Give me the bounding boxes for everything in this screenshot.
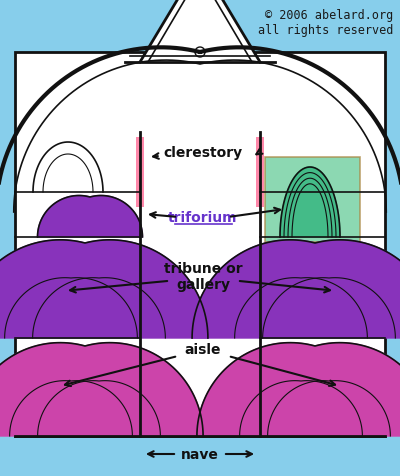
Polygon shape — [140, 0, 260, 63]
Bar — [256, 138, 264, 208]
Text: aisle: aisle — [185, 342, 221, 356]
Text: © 2006 abelard.org
all rights reserved: © 2006 abelard.org all rights reserved — [258, 9, 393, 37]
Polygon shape — [0, 343, 203, 436]
Polygon shape — [33, 143, 103, 193]
Polygon shape — [197, 343, 400, 436]
Bar — [15, 53, 385, 436]
Bar — [136, 138, 144, 208]
Text: tribune or
gallery: tribune or gallery — [164, 261, 242, 291]
Polygon shape — [192, 240, 400, 338]
Text: clerestory: clerestory — [153, 146, 242, 159]
Polygon shape — [38, 196, 142, 238]
Polygon shape — [280, 168, 340, 238]
Polygon shape — [148, 0, 252, 63]
Text: nave: nave — [181, 447, 219, 461]
Text: triforium: triforium — [168, 210, 238, 225]
Bar — [265, 158, 360, 242]
Polygon shape — [0, 240, 208, 338]
